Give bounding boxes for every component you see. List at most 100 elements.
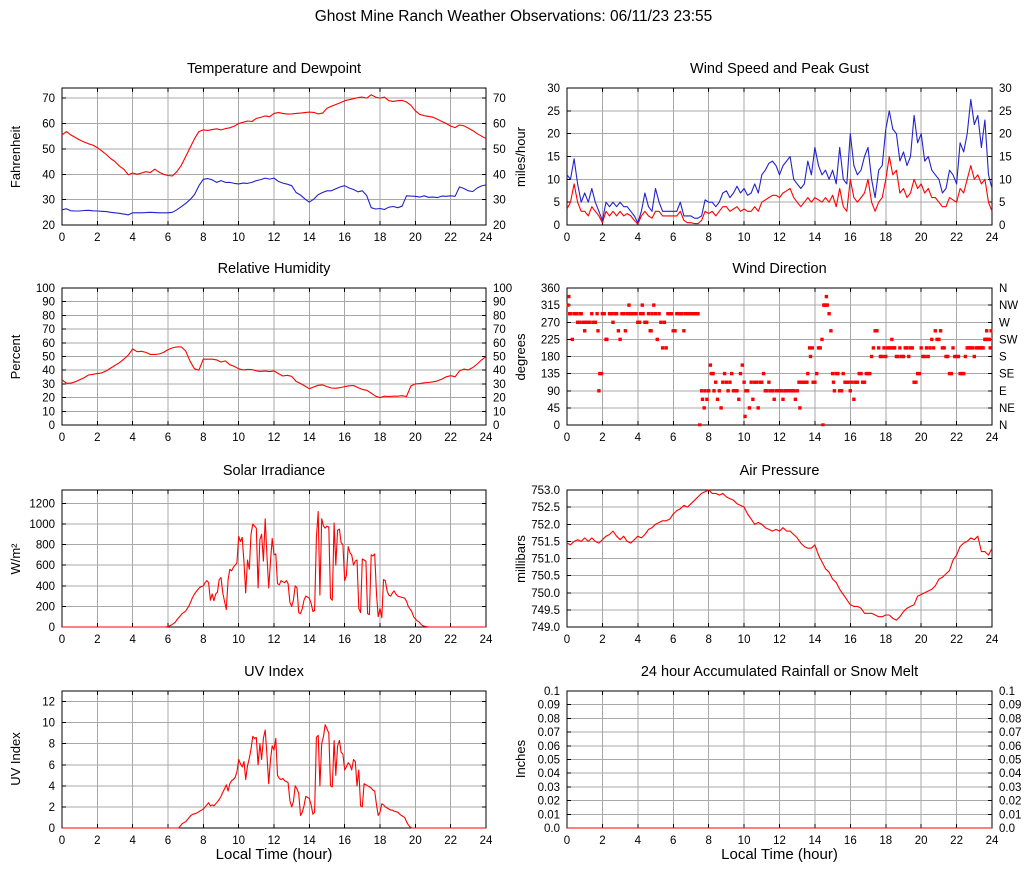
- wind-direction-point: [678, 312, 682, 316]
- wind-direction-point: [779, 389, 783, 393]
- y-axis-label-percent: Percent: [8, 334, 23, 380]
- wind-direction-point: [728, 380, 732, 384]
- tick-label: 20: [915, 432, 928, 444]
- tick-label: 24: [986, 432, 999, 444]
- tick-label: 90: [493, 297, 506, 309]
- wind-direction-point: [808, 354, 813, 359]
- wind-direction-point: [889, 346, 893, 350]
- wind-direction-point: [942, 346, 946, 350]
- wind-direction-point: [797, 380, 801, 384]
- tick-label: 45: [547, 403, 560, 415]
- tick-label: 18: [374, 232, 387, 244]
- chart-plot-0: 0 2 4 6 8 10 12 14 16 18 20 22 242030405060702030405…: [42, 87, 506, 244]
- peak-gust-line: [566, 98, 993, 224]
- tick-label: 10: [738, 835, 751, 847]
- tick-label: 0.05: [999, 755, 1021, 767]
- wind-direction-point: [613, 312, 617, 316]
- y-axis-label-uv-index: UV Index: [8, 732, 23, 786]
- tick-label: 8: [49, 739, 55, 751]
- wind-direction-point: [946, 354, 950, 359]
- wind-direction-point: [627, 303, 631, 307]
- y-axis-label-millibars: millibars: [513, 535, 528, 583]
- wind-direction-point: [643, 320, 647, 324]
- tick-label: 12: [268, 835, 281, 847]
- wind-direction-point: [709, 371, 713, 376]
- wind-direction-point: [590, 312, 594, 316]
- tick-label: 5: [554, 197, 560, 209]
- wind-direction-point: [702, 406, 706, 410]
- tick-label: 0.02: [999, 796, 1021, 808]
- wind-direction-point: [738, 371, 743, 376]
- wind-direction-point: [965, 346, 969, 350]
- tick-marks: [61, 88, 487, 226]
- tick-label: 60: [493, 338, 506, 350]
- wind-direction-point: [855, 380, 860, 384]
- tick-label: 20: [999, 129, 1012, 141]
- wind-direction-point: [724, 380, 729, 384]
- tick-label: 18: [879, 835, 892, 847]
- wind-direction-point: [930, 337, 934, 342]
- tick-label: 50: [493, 144, 506, 156]
- tick-label: 0.08: [538, 713, 560, 725]
- wind-direction-point: [987, 337, 991, 342]
- wind-direction-point: [568, 312, 573, 316]
- wind-direction-point: [566, 303, 570, 307]
- tick-label: 14: [809, 835, 822, 847]
- tick-label: 70: [493, 324, 506, 336]
- chart-plot-1: 0 2 4 6 8 10 12 14 16 18 20 22 240510152025300510152…: [547, 83, 1012, 244]
- tick-label: 10: [738, 232, 751, 244]
- grid: [62, 288, 486, 425]
- wind-direction-point: [896, 354, 900, 359]
- wind-direction-point: [989, 329, 993, 333]
- wind-direction-point: [921, 354, 925, 359]
- wind-direction-point: [625, 312, 629, 316]
- wind-direction-point: [818, 346, 822, 350]
- wind-direction-point: [653, 312, 658, 316]
- tick-label: 16: [338, 835, 351, 847]
- wind-direction-point: [852, 397, 856, 401]
- tick-label: 6: [165, 835, 171, 847]
- wind-direction-point: [940, 346, 945, 350]
- wind-direction-point: [588, 320, 592, 324]
- tick-label: 6: [165, 232, 171, 244]
- wind-direction-point: [903, 346, 907, 350]
- wind-direction-point: [928, 346, 932, 350]
- tick-label: 200: [36, 601, 55, 613]
- tick-label: 10: [547, 174, 560, 186]
- tick-label: 10: [232, 835, 245, 847]
- wind-direction-point: [938, 329, 943, 333]
- wind-direction-point: [634, 312, 638, 316]
- tick-marks: [566, 489, 993, 628]
- tick-label: 0: [554, 220, 560, 232]
- tick-label: 25: [547, 106, 560, 118]
- tick-label: 20: [409, 835, 422, 847]
- tick-label: 22: [950, 232, 963, 244]
- tick-label: 751.5: [531, 536, 560, 548]
- tick-label: 0: [564, 432, 570, 444]
- tick-label: 12: [773, 432, 786, 444]
- chart-title-wind-speed-gust: Wind Speed and Peak Gust: [690, 61, 869, 77]
- wind-direction-point: [845, 380, 849, 384]
- wind-direction-point: [699, 389, 704, 393]
- wind-direction-point: [776, 389, 780, 393]
- tick-label: 2: [599, 634, 605, 646]
- grid: [62, 691, 486, 828]
- tick-label: 20: [409, 232, 422, 244]
- wind-direction-point: [976, 346, 980, 350]
- wind-direction-point: [623, 329, 628, 333]
- wind-direction-point: [859, 371, 863, 376]
- tick-label: 18: [879, 432, 892, 444]
- tick-label: 8: [200, 634, 206, 646]
- tick-label: 2: [94, 432, 100, 444]
- tick-label: 10: [232, 232, 245, 244]
- tick-label: 20: [42, 393, 55, 405]
- wind-direction-point: [595, 312, 599, 316]
- tick-label: 2: [94, 835, 100, 847]
- wind-direction-point: [878, 354, 883, 359]
- tick-label: 0: [59, 232, 65, 244]
- tick-label: 24: [986, 835, 999, 847]
- wind-direction-point: [829, 329, 833, 333]
- wind-direction-point: [861, 380, 865, 384]
